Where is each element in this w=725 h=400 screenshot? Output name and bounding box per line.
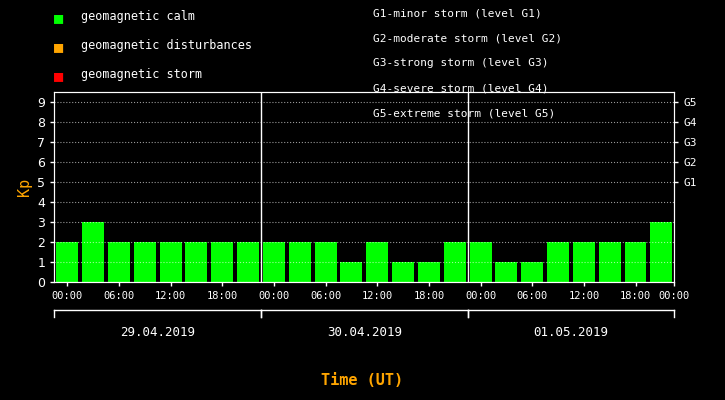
Bar [108, 242, 130, 282]
Bar [547, 242, 569, 282]
Bar [470, 242, 492, 282]
Text: G5-extreme storm (level G5): G5-extreme storm (level G5) [373, 108, 555, 118]
Bar [160, 242, 181, 282]
Text: 01.05.2019: 01.05.2019 [534, 326, 608, 339]
Bar [418, 262, 440, 282]
Bar [134, 242, 156, 282]
Bar [211, 242, 233, 282]
Y-axis label: Kp: Kp [17, 178, 32, 196]
Bar [57, 242, 78, 282]
Bar [392, 262, 414, 282]
Text: geomagnetic storm: geomagnetic storm [81, 68, 202, 81]
Text: ■: ■ [54, 39, 64, 54]
Bar [341, 262, 362, 282]
Text: geomagnetic disturbances: geomagnetic disturbances [81, 39, 252, 52]
Text: G4-severe storm (level G4): G4-severe storm (level G4) [373, 83, 549, 93]
Text: 30.04.2019: 30.04.2019 [327, 326, 402, 339]
Bar [366, 242, 388, 282]
Bar [237, 242, 259, 282]
Bar [444, 242, 465, 282]
Bar [289, 242, 311, 282]
Text: Time (UT): Time (UT) [321, 373, 404, 388]
Text: G1-minor storm (level G1): G1-minor storm (level G1) [373, 9, 542, 19]
Text: 29.04.2019: 29.04.2019 [120, 326, 195, 339]
Bar [186, 242, 207, 282]
Bar [599, 242, 621, 282]
Bar [573, 242, 594, 282]
Text: ■: ■ [54, 68, 64, 83]
Text: G3-strong storm (level G3): G3-strong storm (level G3) [373, 58, 549, 68]
Text: ■: ■ [54, 10, 64, 25]
Bar [650, 222, 672, 282]
Bar [82, 222, 104, 282]
Bar [624, 242, 647, 282]
Bar [521, 262, 543, 282]
Bar [315, 242, 336, 282]
Text: G2-moderate storm (level G2): G2-moderate storm (level G2) [373, 34, 563, 44]
Bar [263, 242, 285, 282]
Text: geomagnetic calm: geomagnetic calm [81, 10, 195, 23]
Bar [495, 262, 518, 282]
